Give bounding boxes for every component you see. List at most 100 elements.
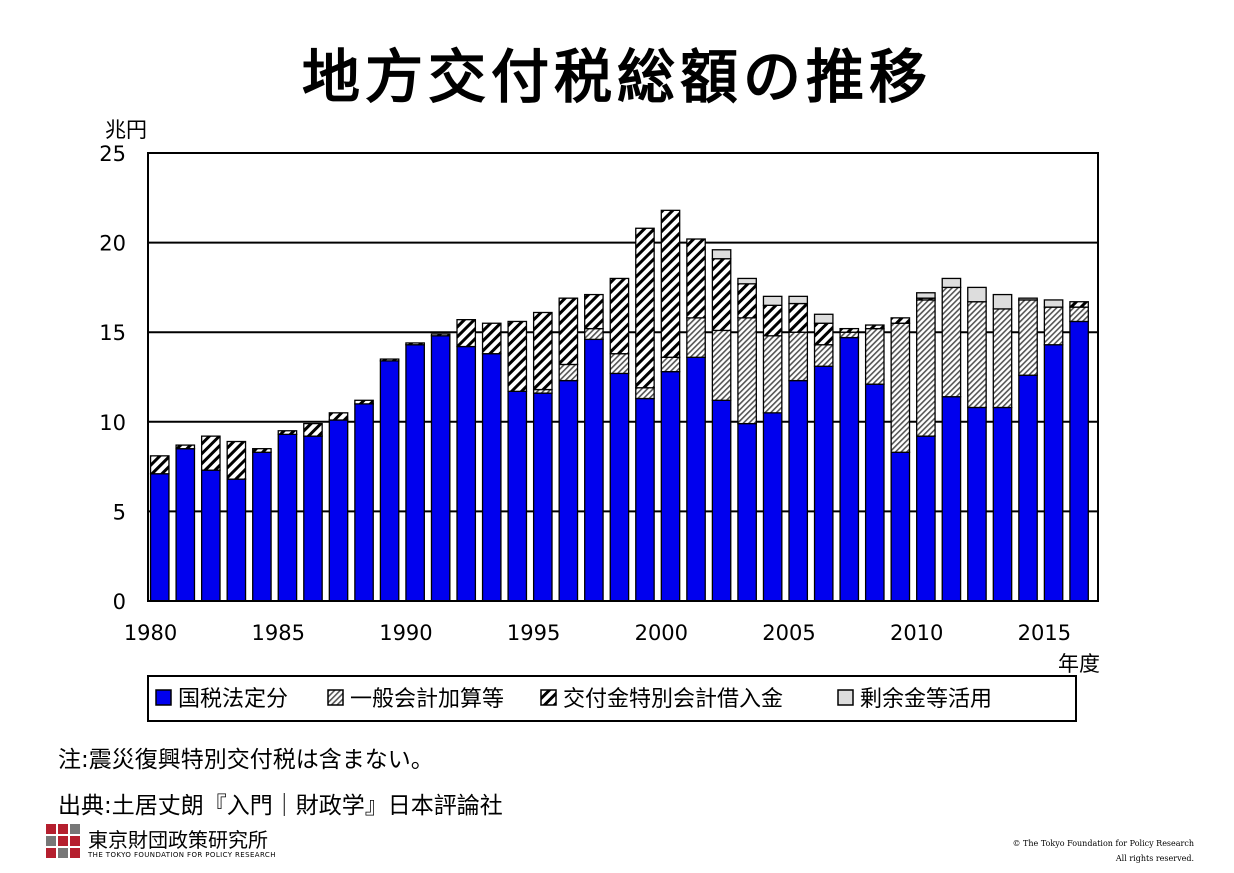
x-tick-label: 2010 [890,621,943,645]
bar-segment-1-1985 [277,433,298,602]
bar-segment-4-2003 [737,277,757,285]
stacked-bar-chart: 0 5 10 15 20 25 1980 1985 1990 1995 2000 2005 2010 2… [99,118,1100,722]
bar-segment-2-2015 [1043,306,1064,346]
bar-segment-4-2012 [967,286,987,303]
bar-segment-1-1998 [609,372,630,602]
page-title: 地方交付税総額の推移 [301,43,932,111]
bar-segment-3-1988 [354,399,374,405]
bar-segment-3-2004 [762,304,783,337]
legend: 国税法定分 一般会計加算等 交付金特別会計借入金 剰余金等活用 [155,687,992,712]
plot-frame [147,152,1099,602]
bar-segment-3-1995 [532,311,553,391]
y-tick-label: 10 [99,411,126,435]
bar-segment-1-1990 [405,344,425,602]
bar-segment-3-1989 [379,358,400,362]
legend-swatch [155,689,172,706]
x-axis-label: 年度 [1058,652,1100,676]
y-axis-label: 兆円 [105,118,147,142]
bar-segment-3-1999 [635,227,655,389]
bar-segment-3-1981 [175,444,196,450]
bar-segment-2-2006 [813,344,834,367]
bar-segment-3-1982 [200,435,221,471]
bar-segment-3-2007 [839,327,860,333]
bar-segment-1-2008 [864,383,885,602]
x-tick-label: 2000 [635,621,688,645]
bar-segment-1-1987 [328,419,349,602]
bar-segment-3-1986 [303,422,323,437]
y-tick-label: 15 [99,321,126,345]
bar-segment-1-1992 [456,345,477,602]
x-tick-label: 1980 [124,621,177,645]
bar-segment-2-2001 [686,317,706,358]
bar-segment-3-1987 [328,412,349,421]
bar-segment-1-2013 [992,406,1013,602]
bar-segment-3-1983 [226,440,247,480]
bar-segment-1-2012 [967,406,987,602]
bar-segment-2-2005 [788,331,809,382]
bar-segment-2-2012 [967,301,987,409]
legend-label: 交付金特別会計借入金 [563,687,783,712]
copyright-line-2: All rights reserved. [1115,854,1194,863]
legend-label: 一般会計加算等 [350,687,504,712]
bar-segment-3-1991 [430,333,451,337]
bar-segment-1-1997 [584,338,604,602]
bar-segment-3-1980 [149,455,170,475]
legend-swatch [540,689,557,706]
y-tick-label: 25 [99,142,126,166]
bar-segment-2-2013 [992,308,1013,409]
bar-segment-3-2008 [864,324,885,330]
bar-segment-1-1995 [532,392,553,602]
bar-segment-3-1994 [507,320,528,392]
bar-segment-3-1993 [481,322,502,355]
footer-org-name-en: THE TOKYO FOUNDATION FOR POLICY RESEARCH [88,851,276,859]
bar-segment-2-2010 [916,299,936,437]
bar-segment-3-2003 [737,283,757,319]
legend-box [147,675,1077,722]
x-tick-label: 2015 [1018,621,1071,645]
bar-segment-2-1998 [609,353,630,375]
bar-segment-1-1980 [149,473,170,602]
bar-segment-1-2002 [711,399,732,602]
bar-segment-1-2003 [737,422,757,602]
bar-segment-3-2005 [788,302,809,333]
bar-segment-2-2003 [737,317,757,425]
bar-segment-1-2011 [941,396,962,602]
bar-segment-4-2005 [788,295,809,305]
legend-label: 剰余金等活用 [860,687,992,712]
bar-segment-2-2007 [839,331,860,339]
bar-segment-4-2006 [813,313,834,324]
bar-segment-2-2011 [941,286,962,398]
footer-org-name: 東京財団政策研究所 [88,828,268,852]
bar-segment-1-2009 [890,451,911,602]
y-tick-label: 5 [113,500,126,524]
bar-segment-1-1984 [252,451,272,602]
y-tick-label: 0 [113,590,126,614]
footer-logo: 東京財団政策研究所 THE TOKYO FOUNDATION FOR POLIC… [46,824,316,864]
bar-segment-2-2000 [660,356,681,373]
bar-segment-1-1988 [354,403,374,602]
legend-label: 国税法定分 [178,687,288,712]
bar-segment-4-2011 [941,277,962,289]
bar-segment-2-2009 [890,322,911,453]
x-tick-label: 1995 [507,621,560,645]
bar-segment-1-2006 [813,365,834,602]
bar-segment-4-2013 [992,293,1013,310]
bar-segment-1-1989 [379,360,400,602]
copyright-line-1: © The Tokyo Foundation for Policy Resear… [1012,839,1194,848]
bar-segment-2-1997 [584,327,604,341]
bar-segment-2-2016 [1069,306,1089,323]
x-tick-label: 2005 [762,621,815,645]
bar-segment-1-1981 [175,448,196,602]
bar-segment-4-2014 [1018,297,1038,301]
bar-segment-3-1990 [405,342,425,346]
bar-segment-3-1992 [456,319,477,348]
source-text: 出典:土居丈朗『入門｜財政学』日本評論社 [58,793,503,819]
bar-segment-1-1991 [430,335,451,602]
bar-segment-1-1994 [507,390,528,602]
bar-segment-3-1984 [252,448,272,453]
bar-segment-3-2006 [813,322,834,346]
bar-segment-2-1999 [635,387,655,400]
bar-segment-3-2009 [890,317,911,324]
y-tick-label: 20 [99,232,126,256]
bar-segment-1-1982 [200,469,221,602]
